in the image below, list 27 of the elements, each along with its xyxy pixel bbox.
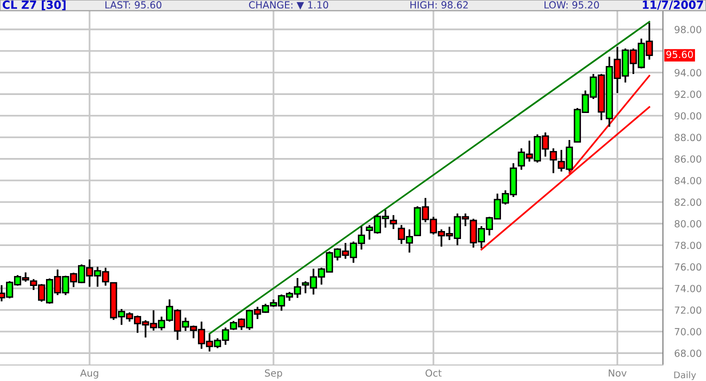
y-tick-label: 90.00	[674, 112, 702, 120]
y-tick-label: 88.00	[674, 134, 702, 142]
y-tick-label: 70.00	[674, 328, 702, 336]
text: HIGH: 98.62	[410, 1, 468, 9]
y-tick-label: 98.00	[674, 26, 702, 34]
text: Daily	[674, 371, 696, 380]
y-tick-label: 94.00	[674, 69, 702, 76]
y-tick-label: 84.00	[674, 176, 702, 184]
text: LOW: 95.20	[544, 1, 599, 9]
y-tick-label: 74.00	[674, 284, 702, 292]
x-tick-label: Nov	[608, 369, 627, 377]
y-tick-label: 86.00	[674, 155, 702, 163]
y-tick-label: 80.00	[674, 220, 702, 228]
annotation: 95.60	[666, 50, 693, 58]
y-tick-label: 82.00	[674, 198, 702, 206]
text: CHANGE: ▼ 1.10	[249, 1, 328, 10]
y-tick-label: 76.00	[674, 263, 702, 271]
chart-title: CL Z7 [30]	[2, 0, 66, 10]
text: LAST: 95.60	[105, 1, 162, 9]
y-tick-label: 78.00	[674, 242, 702, 250]
y-tick-label: 72.00	[674, 306, 702, 314]
x-tick-label: Sep	[264, 369, 282, 379]
y-tick-label: 92.00	[674, 90, 702, 98]
x-tick-label: Oct	[426, 369, 442, 377]
text: 11/7/2007	[642, 0, 703, 10]
x-tick-label: Aug	[80, 369, 98, 379]
y-tick-label: 68.00	[674, 350, 702, 357]
